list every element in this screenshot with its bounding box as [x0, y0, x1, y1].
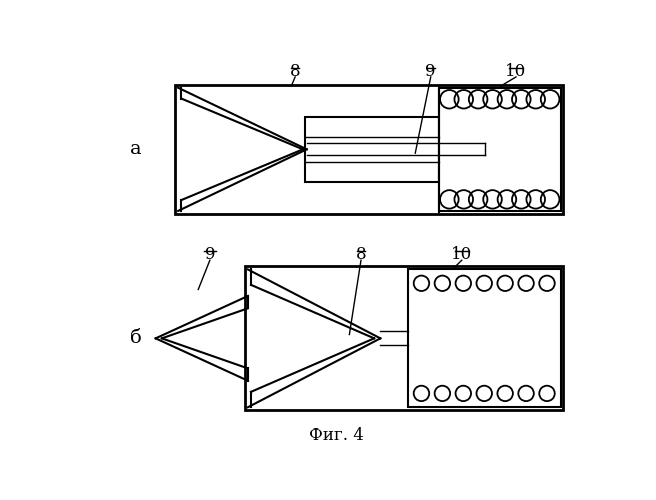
Text: 8: 8: [290, 63, 300, 80]
Text: 10: 10: [451, 246, 472, 264]
Bar: [175, 84, 562, 214]
Text: 9: 9: [426, 63, 436, 80]
Bar: [245, 266, 562, 410]
Text: а: а: [131, 140, 142, 158]
Text: б: б: [131, 330, 142, 347]
Bar: [407, 270, 561, 407]
Bar: [305, 117, 438, 182]
Text: Фиг. 4: Фиг. 4: [309, 428, 363, 444]
Text: 10: 10: [505, 63, 527, 80]
Text: 8: 8: [356, 246, 366, 264]
Text: 9: 9: [205, 246, 215, 264]
Bar: [438, 88, 561, 211]
